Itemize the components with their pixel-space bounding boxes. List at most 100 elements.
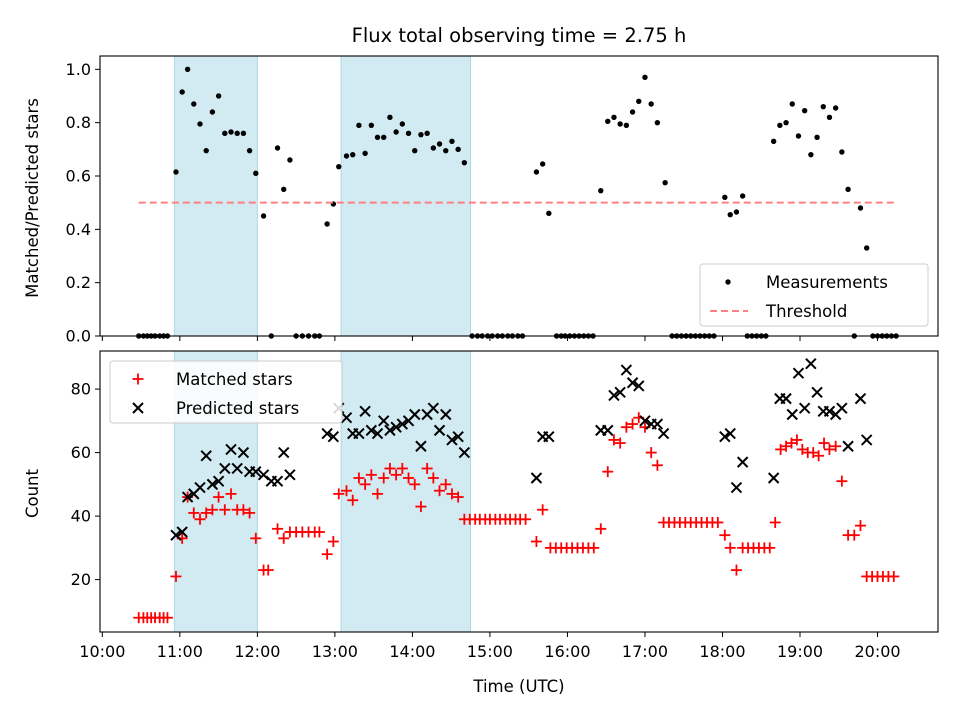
top-series-measurements-point-100: [727, 211, 733, 218]
top-series-measurements-point-52: [449, 138, 455, 145]
bottom-series-matched-stars-point-83: [627, 418, 639, 430]
bottom-series-matched-stars-point-68: [537, 504, 549, 516]
x-tick-label-7: 17:00: [622, 642, 668, 661]
top-series-measurements-point-24: [274, 145, 281, 151]
bottom-series-predicted-stars-point-7: [212, 475, 225, 487]
top-series-measurements-point-68: [546, 210, 552, 217]
bottom-series-matched-stars-point-31: [313, 526, 325, 538]
bottom-legend-box: [109, 360, 343, 424]
bottom-series-predicted-stars-point-71: [836, 402, 848, 414]
bottom-series-matched-stars-point-17: [225, 488, 237, 500]
bottom-legend-predicted-stars-label: Predicted stars: [176, 399, 299, 418]
bottom-series-matched-stars-point-118: [823, 443, 835, 455]
x-tick-label-9: 19:00: [777, 642, 823, 661]
bottom-series-predicted-stars-point-29: [384, 424, 396, 437]
bottom-series-matched-stars-point-100: [724, 542, 736, 554]
bottom-series-predicted-stars-point-67: [811, 386, 823, 398]
bottom-series-matched-stars-point-11: [188, 507, 200, 519]
bottom-series-predicted-stars-point-13: [250, 465, 262, 478]
bottom-series-matched-stars-point-7: [161, 612, 173, 624]
bottom-series-predicted-stars-point-50: [626, 377, 639, 389]
bottom-series-predicted-stars-point-42: [530, 472, 543, 484]
top-y-tick-label-1: 0.2: [66, 273, 91, 292]
top-series-measurements-point-115: [814, 134, 820, 141]
bottom-series-matched-stars-point-108: [769, 516, 781, 528]
x-tick-label-1: 11:00: [157, 642, 203, 661]
bottom-series-matched-stars-point-117: [818, 437, 830, 449]
bottom-series-matched-stars-point-52: [446, 488, 458, 500]
top-series-measurements-point-42: [387, 114, 393, 121]
bottom-series-matched-stars-point-82: [620, 421, 632, 433]
bottom-series-predicted-stars-point-57: [724, 427, 736, 440]
top-series-measurements-point-11: [191, 101, 197, 107]
bottom-series-predicted-stars-point-63: [786, 408, 798, 421]
top-series-measurements-point-54: [461, 159, 468, 166]
x-tick-label-0: 10:00: [79, 642, 125, 661]
top-series-measurements-point-111: [789, 101, 795, 107]
top-series-measurements-point-67: [539, 161, 546, 167]
bottom-series-predicted-stars-point-6: [206, 478, 219, 491]
bottom-series-predicted-stars-point-60: [767, 472, 780, 484]
top-series-measurements-point-46: [412, 147, 418, 154]
bottom-series-predicted-stars-point-4: [194, 481, 206, 494]
bottom-series-matched-stars-point-25: [278, 532, 290, 544]
bottom-series-predicted-stars-point-27: [371, 427, 384, 440]
top-series-measurements-point-8: [173, 169, 179, 175]
top-legend: Measurements Threshold: [699, 263, 929, 327]
top-series-measurements-point-20: [246, 147, 253, 154]
x-tick-label-4: 14:00: [389, 642, 435, 661]
bottom-series-matched-stars-point-53: [452, 491, 464, 503]
bottom-series-predicted-stars-point-0: [170, 529, 182, 541]
bottom-series-predicted-stars-point-51: [633, 380, 645, 392]
bottom-series-matched-stars-point-41: [378, 472, 390, 484]
top-series-measurements-point-86: [648, 101, 654, 107]
bottom-series-matched-stars-point-39: [365, 469, 377, 481]
bottom-y-axis-label: Count: [23, 468, 42, 518]
top-series-measurements-point-118: [832, 105, 839, 111]
bottom-series-predicted-stars-point-52: [639, 415, 651, 427]
top-axes-frame: [99, 55, 939, 337]
top-series-measurements-point-18: [234, 130, 240, 137]
top-series-measurements-point-9: [179, 89, 185, 95]
bottom-panel-count-plot: 20 40 60 80 10:00 11:00 12:00 13:00 14:00 15:00 16…: [23, 350, 939, 661]
top-series-measurements-point-80: [611, 114, 617, 121]
top-series-measurements-point-78: [598, 187, 604, 194]
top-series-measurements-point-26: [287, 157, 293, 163]
top-series-measurements-point-109: [777, 122, 783, 129]
top-y-tick-label-2: 0.4: [66, 220, 91, 239]
bottom-legend-matched-stars-label: Matched stars: [176, 370, 293, 389]
x-tick-label-3: 13:00: [312, 642, 358, 661]
bottom-series-predicted-stars-point-69: [823, 405, 836, 418]
top-series-measurements-point-15: [215, 93, 222, 99]
top-series-measurements-point-49: [430, 145, 437, 151]
bottom-series-predicted-stars-point-73: [854, 392, 867, 405]
bottom-series-predicted-stars-point-65: [798, 402, 811, 414]
bottom-series-predicted-stars-point-19: [321, 427, 333, 440]
top-y-tick-label-3: 0.6: [66, 167, 91, 186]
bottom-series-matched-stars-point-78: [595, 523, 607, 535]
top-series-measurements-point-119: [839, 149, 845, 155]
bottom-series-predicted-stars-point-31: [396, 418, 409, 430]
top-series-measurements-point-21: [253, 170, 259, 177]
top-series-measurements-point-84: [636, 98, 642, 105]
bottom-series-matched-stars-point-42: [384, 462, 396, 474]
bottom-series-predicted-stars-point-25: [359, 405, 371, 418]
top-series-measurements-point-87: [654, 119, 661, 126]
bottom-series-matched-stars-point-98: [712, 516, 724, 528]
bottom-y-tick-label-1: 40: [71, 507, 91, 526]
top-series-measurements-point-51: [443, 147, 449, 154]
bottom-series-matched-stars-point-120: [836, 475, 848, 487]
bottom-series-matched-stars-point-49: [427, 472, 439, 484]
bottom-series-matched-stars-point-129: [888, 570, 900, 582]
bottom-shaded-interval-1: [340, 350, 472, 633]
bottom-series-matched-stars-point-80: [608, 434, 620, 446]
bottom-series-predicted-stars-point-5: [200, 450, 212, 462]
bottom-series-matched-stars-point-48: [421, 462, 433, 474]
bottom-series-matched-stars-point-99: [719, 529, 731, 541]
bottom-series-predicted-stars-point-72: [842, 440, 854, 452]
bottom-series-predicted-stars-point-48: [614, 386, 626, 398]
top-series-measurements-point-25: [281, 186, 287, 193]
top-series-measurements-point-14: [209, 109, 216, 115]
bottom-series-predicted-stars-point-56: [719, 431, 731, 443]
top-series-measurements-point-43: [393, 129, 399, 135]
